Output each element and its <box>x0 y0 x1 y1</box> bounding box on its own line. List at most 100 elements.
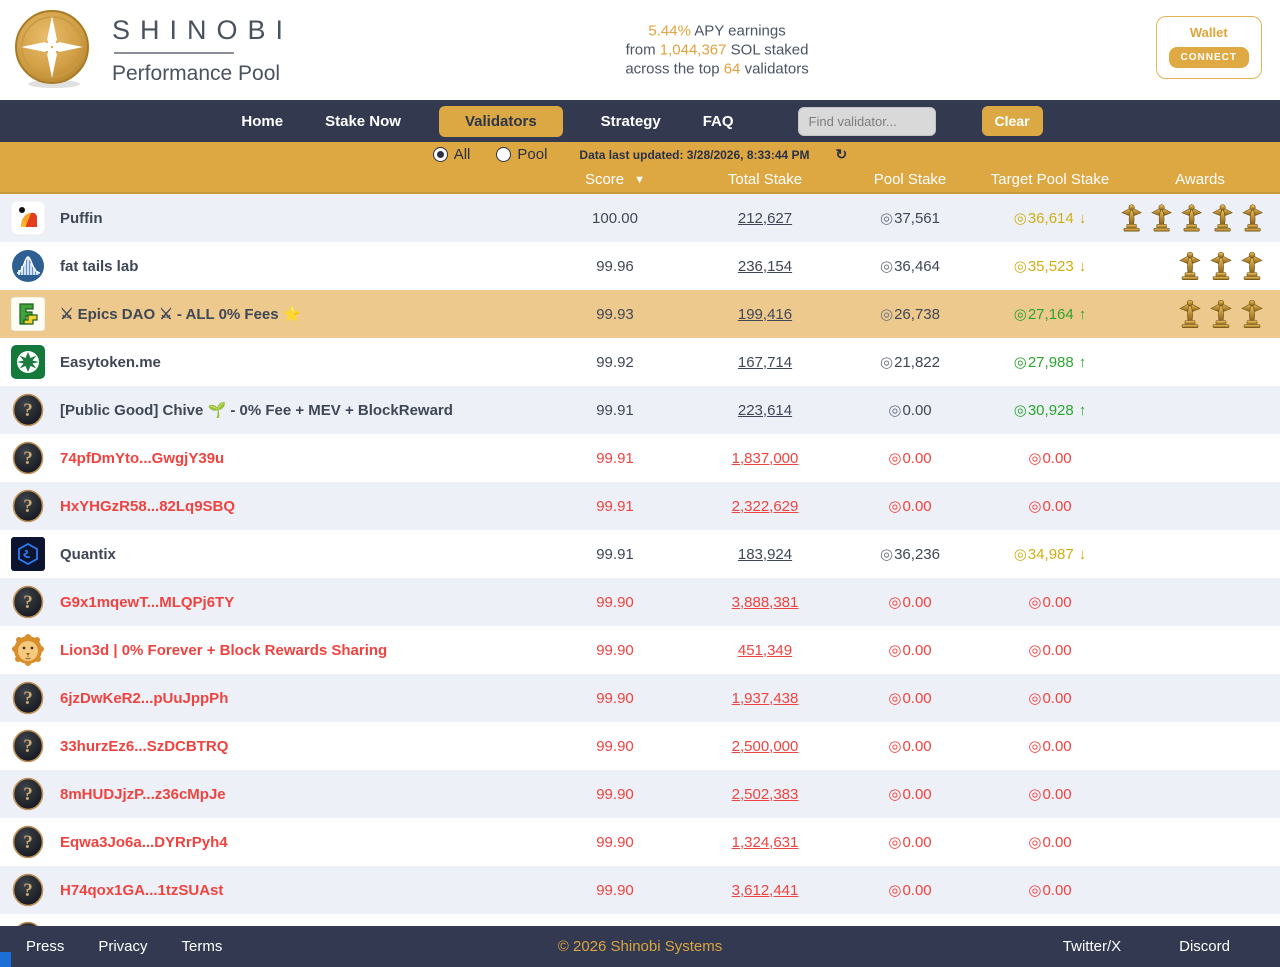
nav-item-strategy[interactable]: Strategy <box>600 112 661 130</box>
validator-row[interactable]: ? 8mHUDJjzP...z36cMpJe 99.90 2,502,383 ◎0.00… <box>0 770 1280 818</box>
total-stake-link[interactable]: 199,416 <box>737 305 793 323</box>
radio-circle-icon[interactable] <box>432 147 448 162</box>
footer-link-press[interactable]: Press <box>26 938 65 955</box>
validator-row[interactable]: ? 74pfDmYto...GwgjY39u 99.91 1,837,000 ◎0.00… <box>0 434 1280 482</box>
total-stake-link[interactable]: 451,349 <box>737 641 793 659</box>
nav-item-home[interactable]: Home <box>241 112 284 130</box>
validator-name[interactable]: Lion3d | 0% Forever + Block Rewards Shar… <box>60 641 388 659</box>
validator-row[interactable]: Lion3d | 0% Forever + Block Rewards Shar… <box>0 626 1280 674</box>
trophy-award-icon <box>1178 251 1202 281</box>
validator-name[interactable]: [Public Good] Chive 🌱 - 0% Fee + MEV + B… <box>60 402 453 419</box>
validator-name[interactable]: G9x1mqewT...MLQPj6TY <box>60 593 235 611</box>
column-score[interactable]: Score ▼ <box>584 171 646 188</box>
validator-name[interactable]: fat tails lab <box>60 257 139 275</box>
total-stake-link[interactable]: 2,502,383 <box>731 785 799 803</box>
validator-name[interactable]: 74pfDmYto...GwgjY39u <box>60 449 225 467</box>
nav-item-faq[interactable]: FAQ <box>702 112 734 130</box>
validator-row[interactable]: ? Eqwa3Jo6a...DYRrPyh4 99.90 1,324,631 ◎0.00… <box>0 818 1280 866</box>
validator-name[interactable]: Quantix <box>60 545 116 563</box>
validator-name[interactable]: Eqwa3Jo6a...DYRrPyh4 <box>60 833 228 851</box>
total-stake-link[interactable]: 2,322,629 <box>731 497 799 515</box>
validator-row[interactable]: ? G9x1mqewT...MLQPj6TY 99.90 3,888,381 ◎0.00… <box>0 578 1280 626</box>
total-stake-link[interactable]: 1,324,631 <box>731 833 799 851</box>
validator-icon-unknown: ? <box>0 777 56 811</box>
total-stake-link[interactable]: 183,924 <box>737 545 793 563</box>
wallet-connect-button[interactable]: CONNECT <box>1168 47 1249 68</box>
validator-name[interactable]: 6jzDwKeR2...pUuJppPh <box>60 689 229 707</box>
validator-row[interactable]: Easytoken.me 99.92 167,714 ◎21,822 ◎27,988 ↑ <box>0 338 1280 386</box>
validator-row[interactable]: ? HxYHGzR58...82Lq9SBQ 99.91 2,322,629 ◎0.00… <box>0 482 1280 530</box>
total-stake-link[interactable]: 3,888,381 <box>731 593 799 611</box>
sol-glyph-icon: ◎ <box>1013 258 1027 275</box>
sol-glyph-icon: ◎ <box>888 882 902 899</box>
nav-item-stake-now[interactable]: Stake Now <box>325 112 401 130</box>
score-value: 99.90 <box>596 785 634 803</box>
trend-down-icon: ↓ <box>1078 258 1087 275</box>
score-value: 99.90 <box>596 881 634 899</box>
target-stake-number: 0.00 <box>1042 642 1072 659</box>
total-stake-link[interactable]: 212,627 <box>737 209 793 227</box>
sol-glyph-icon: ◎ <box>888 690 902 707</box>
footer-link-terms[interactable]: Terms <box>181 938 223 955</box>
validator-name[interactable]: ⚔ Epics DAO ⚔ - ALL 0% Fees ⭐ <box>60 306 302 323</box>
trophy-award-icon <box>1240 299 1264 329</box>
validator-row[interactable]: ? [Public Good] Chive 🌱 - 0% Fee + MEV + … <box>0 386 1280 434</box>
awards-cell <box>1120 203 1280 233</box>
pool-stake-number: 0.00 <box>902 786 932 803</box>
total-stake-link[interactable]: 223,614 <box>737 401 793 419</box>
validator-row[interactable]: fat tails lab 99.96 236,154 ◎36,464 ◎35,523 ↓ <box>0 242 1280 290</box>
sort-descending-icon[interactable]: ▼ <box>634 173 646 186</box>
target-pool-stake-value: ◎0.00 <box>980 641 1120 659</box>
nav-item-validators[interactable]: Validators <box>438 105 563 137</box>
validator-row[interactable]: Quantix 99.91 183,924 ◎36,236 ◎34,987 ↓ <box>0 530 1280 578</box>
radio-circle-icon[interactable] <box>496 147 512 162</box>
validator-row[interactable]: ? 6jzDwKeR2...pUuJppPh 99.90 1,937,438 ◎0.00… <box>0 674 1280 722</box>
sol-glyph-icon: ◎ <box>1013 210 1027 227</box>
svg-text:?: ? <box>23 496 33 517</box>
total-stake-link[interactable]: 3,612,441 <box>731 881 799 899</box>
column-total-stake[interactable]: Total Stake <box>727 171 803 188</box>
validator-row[interactable]: Puffin 100.00 212,627 ◎37,561 ◎36,614 ↓ <box>0 194 1280 242</box>
target-pool-stake-value: ◎0.00 <box>980 881 1120 899</box>
radio-all[interactable]: All <box>432 146 470 163</box>
clear-search-button[interactable]: Clear <box>981 106 1043 136</box>
score-value: 100.00 <box>592 209 638 227</box>
validator-name[interactable]: 33hurzEz6...SzDCBTRQ <box>60 737 229 755</box>
validator-name[interactable]: Puffin <box>60 209 103 227</box>
footer-social-twitterx[interactable]: Twitter/X <box>1062 938 1122 955</box>
column-target-pool-stake[interactable]: Target Pool Stake <box>990 171 1110 188</box>
validator-row[interactable]: ⚔ Epics DAO ⚔ - ALL 0% Fees ⭐ 99.93 199,41… <box>0 290 1280 338</box>
total-stake-link[interactable]: 236,154 <box>737 257 793 275</box>
validator-name[interactable]: Easytoken.me <box>60 353 161 371</box>
footer-social-discord[interactable]: Discord <box>1179 938 1230 955</box>
target-stake-number: 0.00 <box>1042 882 1072 899</box>
validator-row[interactable]: ? H74qox1GA...1tzSUAst 99.90 3,612,441 ◎0.00… <box>0 866 1280 914</box>
refresh-icon[interactable]: ↻ <box>835 146 848 162</box>
total-stake-link[interactable]: 1,937,438 <box>731 689 799 707</box>
apy-line2-post: SOL staked <box>726 41 809 59</box>
target-stake-number: 34,987 <box>1027 546 1074 563</box>
score-value: 99.91 <box>596 497 634 515</box>
sol-glyph-icon: ◎ <box>888 642 902 659</box>
validator-name[interactable]: H74qox1GA...1tzSUAst <box>60 881 224 899</box>
validator-name[interactable]: 8mHUDJjzP...z36cMpJe <box>60 785 226 803</box>
trend-up-icon: ↑ <box>1078 354 1087 371</box>
total-stake-link[interactable]: 2,500,000 <box>731 737 799 755</box>
validator-row[interactable]: ? 33hurzEz6...SzDCBTRQ 99.90 2,500,000 ◎0.00… <box>0 722 1280 770</box>
sol-glyph-icon: ◎ <box>1028 882 1042 899</box>
target-stake-number: 30,928 <box>1027 402 1074 419</box>
validator-row[interactable]: ? <box>0 914 1280 926</box>
trophy-award-icon <box>1211 203 1234 233</box>
search-input[interactable] <box>797 106 936 136</box>
last-updated-text: Data last updated: 3/28/2026, 8:33:44 PM <box>579 147 810 162</box>
footer-link-privacy[interactable]: Privacy <box>98 938 148 955</box>
total-stake-link[interactable]: 1,837,000 <box>731 449 799 467</box>
column-pool-stake[interactable]: Pool Stake <box>873 171 947 188</box>
target-pool-stake-value: ◎0.00 <box>980 593 1120 611</box>
target-stake-number: 36,614 <box>1027 210 1074 227</box>
pool-stake-value: ◎26,738 <box>840 305 980 323</box>
validator-table: Puffin 100.00 212,627 ◎37,561 ◎36,614 ↓ fat ta… <box>0 194 1280 926</box>
total-stake-link[interactable]: 167,714 <box>737 353 793 371</box>
radio-pool[interactable]: Pool <box>496 146 547 163</box>
validator-name[interactable]: HxYHGzR58...82Lq9SBQ <box>60 497 236 515</box>
